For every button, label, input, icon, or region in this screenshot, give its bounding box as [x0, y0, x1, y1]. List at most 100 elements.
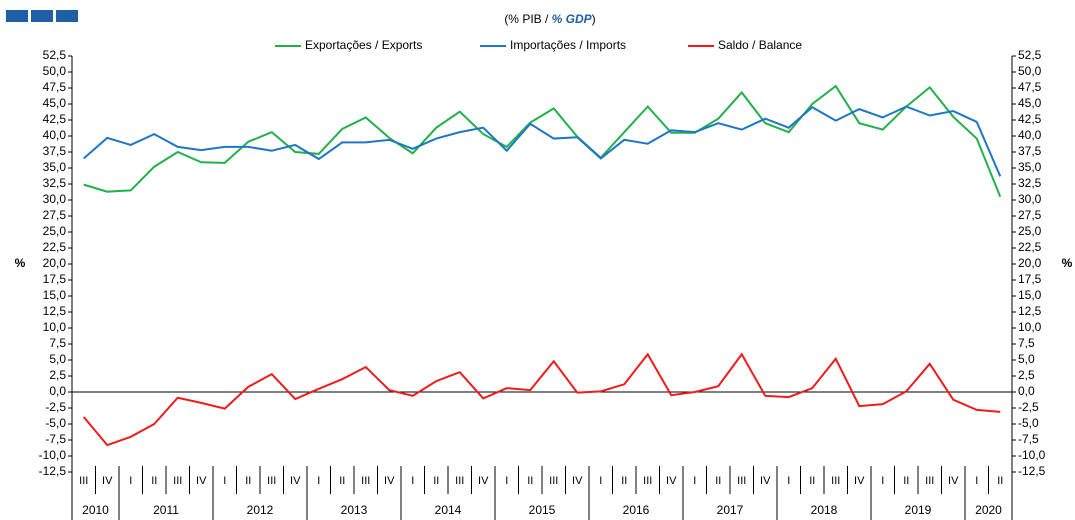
y2-tick-label: 37,5 — [1018, 144, 1042, 158]
x-tick-label: IV — [948, 475, 959, 487]
y2-tick-label: 0,0 — [1018, 384, 1035, 398]
y2-tick-label: 40,0 — [1018, 128, 1042, 142]
y-tick-label: -12,5 — [39, 464, 67, 478]
x-tick-label: IV — [384, 475, 395, 487]
x-tick-label: I — [505, 475, 508, 487]
y-tick-label: 0,0 — [49, 384, 66, 398]
x-tick-label: II — [997, 475, 1003, 487]
legend-label: Exportações / Exports — [305, 38, 422, 52]
y2-tick-label: 5,0 — [1018, 352, 1035, 366]
x-tick-label: IV — [854, 475, 865, 487]
x-tick-label: I — [411, 475, 414, 487]
x-tick-label: IV — [290, 475, 301, 487]
y-tick-label: -10,0 — [39, 448, 67, 462]
y2-tick-label: 50,0 — [1018, 64, 1042, 78]
x-tick-label: I — [787, 475, 790, 487]
logo — [6, 10, 78, 22]
y2-tick-label: 15,0 — [1018, 288, 1042, 302]
y-tick-label: 32,5 — [43, 176, 67, 190]
y2-tick-label: 7,5 — [1018, 336, 1035, 350]
logo-block — [56, 10, 78, 22]
x-tick-label: II — [151, 475, 157, 487]
y2-tick-label: 20,0 — [1018, 256, 1042, 270]
x-tick-label: II — [433, 475, 439, 487]
y2-axis-label: % — [1062, 256, 1073, 270]
x-tick-label: IV — [760, 475, 771, 487]
y2-tick-label: 30,0 — [1018, 192, 1042, 206]
y2-tick-label: 35,0 — [1018, 160, 1042, 174]
y2-tick-label: 32,5 — [1018, 176, 1042, 190]
x-tick-label: III — [831, 475, 840, 487]
x-tick-label: III — [643, 475, 652, 487]
y-tick-label: 22,5 — [43, 240, 67, 254]
year-label: 2020 — [975, 503, 1002, 517]
y-tick-label: 20,0 — [43, 256, 67, 270]
y2-tick-label: 52,5 — [1018, 48, 1042, 62]
legend-label: Saldo / Balance — [718, 38, 802, 52]
x-tick-label: III — [267, 475, 276, 487]
x-tick-label: IV — [102, 475, 113, 487]
x-tick-label: III — [549, 475, 558, 487]
x-tick-label: I — [881, 475, 884, 487]
y2-tick-label: 42,5 — [1018, 112, 1042, 126]
y-tick-label: -2,5 — [45, 400, 66, 414]
year-label: 2019 — [905, 503, 932, 517]
y2-tick-label: 47,5 — [1018, 80, 1042, 94]
year-label: 2013 — [341, 503, 368, 517]
y-tick-label: 47,5 — [43, 80, 67, 94]
year-label: 2017 — [717, 503, 744, 517]
y-tick-label: 5,0 — [49, 352, 66, 366]
x-tick-label: II — [809, 475, 815, 487]
x-tick-label: I — [317, 475, 320, 487]
x-tick-label: III — [361, 475, 370, 487]
y2-tick-label: -2,5 — [1018, 400, 1039, 414]
year-label: 2011 — [153, 503, 179, 517]
y-tick-label: -5,0 — [45, 416, 66, 430]
x-tick-label: II — [621, 475, 627, 487]
y-tick-label: -7,5 — [45, 432, 66, 446]
y2-tick-label: 12,5 — [1018, 304, 1042, 318]
x-tick-label: III — [455, 475, 464, 487]
y-tick-label: 42,5 — [43, 112, 67, 126]
legend-label: Importações / Imports — [510, 38, 626, 52]
y2-tick-label: 25,0 — [1018, 224, 1042, 238]
x-tick-label: IV — [478, 475, 489, 487]
x-tick-label: I — [693, 475, 696, 487]
x-tick-label: II — [339, 475, 345, 487]
x-tick-label: IV — [572, 475, 583, 487]
subtitle-close: ) — [592, 12, 596, 26]
x-tick-label: II — [245, 475, 251, 487]
year-label: 2015 — [529, 503, 556, 517]
y2-tick-label: 10,0 — [1018, 320, 1042, 334]
y-tick-label: 15,0 — [43, 288, 67, 302]
year-label: 2014 — [435, 503, 462, 517]
y2-tick-label: 17,5 — [1018, 272, 1042, 286]
x-tick-label: III — [737, 475, 746, 487]
series-line — [83, 105, 1002, 177]
x-tick-label: III — [79, 475, 88, 487]
y-tick-label: 30,0 — [43, 192, 67, 206]
y-tick-label: 10,0 — [43, 320, 67, 334]
series-line — [82, 352, 1001, 447]
y-tick-label: 27,5 — [43, 208, 67, 222]
y2-tick-label: -12,5 — [1018, 464, 1046, 478]
y-tick-label: 2,5 — [49, 368, 66, 382]
y2-tick-label: 27,5 — [1018, 208, 1042, 222]
x-tick-label: IV — [666, 475, 677, 487]
x-tick-label: III — [925, 475, 934, 487]
x-tick-label: I — [223, 475, 226, 487]
x-tick-label: II — [527, 475, 533, 487]
y-tick-label: 52,5 — [43, 48, 67, 62]
year-label: 2018 — [811, 503, 838, 517]
y-tick-label: 12,5 — [43, 304, 67, 318]
y-tick-label: 7,5 — [49, 336, 66, 350]
x-tick-label: II — [903, 475, 909, 487]
y2-tick-label: -7,5 — [1018, 432, 1039, 446]
x-tick-label: I — [599, 475, 602, 487]
y-tick-label: 17,5 — [43, 272, 67, 286]
y2-tick-label: 45,0 — [1018, 96, 1042, 110]
x-tick-label: III — [173, 475, 182, 487]
logo-block — [31, 10, 53, 22]
y-tick-label: 25,0 — [43, 224, 67, 238]
